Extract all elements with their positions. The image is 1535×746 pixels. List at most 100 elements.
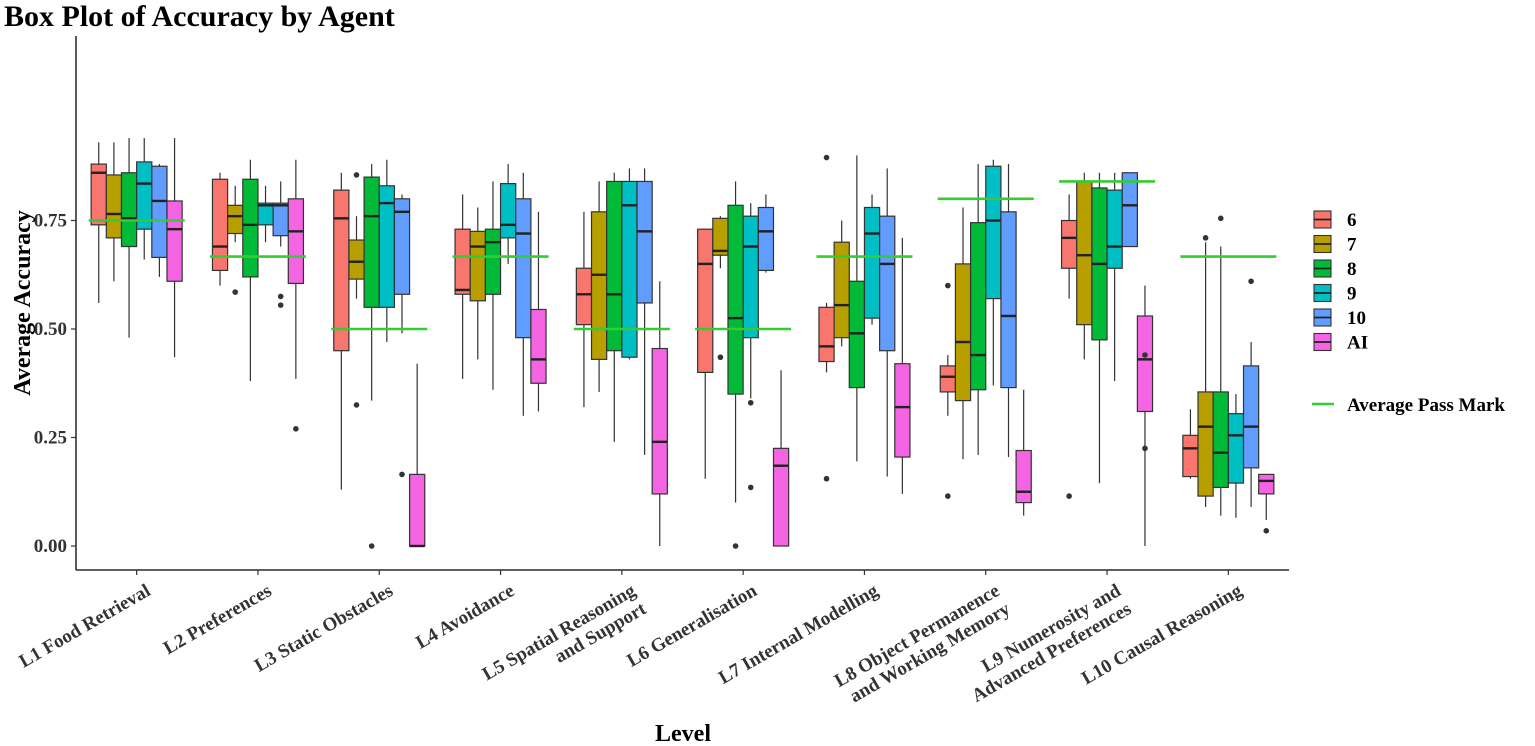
box-body <box>227 204 244 235</box>
box-body <box>1015 449 1032 504</box>
box-body <box>348 239 365 280</box>
box-AI-level-6 <box>772 370 790 547</box>
x-tick-label-line: L2 Preferences <box>160 580 275 659</box>
y-tick-label: 0.00 <box>34 536 67 557</box>
box-body <box>757 206 775 272</box>
box-10-level-10 <box>1242 278 1260 507</box>
box-8-level-9 <box>1091 172 1108 484</box>
box-body <box>484 228 502 295</box>
box-body <box>1106 189 1123 269</box>
box-6-level-7 <box>818 154 835 482</box>
box-9-level-3 <box>378 159 396 343</box>
outlier-point <box>823 154 830 161</box>
box-body <box>454 228 471 295</box>
box-body <box>894 363 911 458</box>
box-body <box>1060 219 1078 269</box>
box-body <box>621 180 638 358</box>
x-tick-label-line: L1 Food Retrieval <box>16 580 154 672</box>
x-tick-label-line: L4 Avoidance <box>412 580 518 653</box>
y-tick-label: 0.50 <box>34 319 67 340</box>
box-9-level-1 <box>136 138 153 260</box>
box-body <box>499 183 517 239</box>
outlier-point <box>1142 352 1148 358</box>
box-body <box>954 263 972 402</box>
outlier-point <box>1217 215 1224 222</box>
x-axis-title: Level <box>655 721 711 746</box>
box-7-level-8 <box>954 207 972 460</box>
box-7-level-5 <box>590 181 608 392</box>
box-AI-level-9 <box>1136 285 1154 546</box>
box-10-level-6 <box>757 194 775 273</box>
box-6-level-10 <box>1182 409 1199 479</box>
box-body <box>1258 473 1275 495</box>
legend-label-pass-mark: Average Pass Mark <box>1347 395 1505 416</box>
box-9-level-8 <box>985 159 1002 386</box>
box-10-level-3 <box>393 194 411 478</box>
outlier-point <box>732 543 739 549</box>
box-9-level-4 <box>499 164 517 264</box>
outlier-point <box>293 426 299 432</box>
box-body <box>727 204 744 395</box>
outlier-point <box>1066 493 1072 499</box>
outlier-point <box>1202 235 1209 241</box>
box-body <box>590 211 608 360</box>
box-body <box>818 306 835 363</box>
box-body <box>1136 315 1154 413</box>
legend-label-9: 9 <box>1347 284 1357 305</box>
box-AI-level-8 <box>1015 389 1032 516</box>
box-body <box>166 200 183 282</box>
y-tick-label: 0.75 <box>34 211 67 232</box>
box-AI-level-7 <box>894 237 911 494</box>
legend-label-8: 8 <box>1347 259 1357 280</box>
outlier-point <box>399 471 405 478</box>
box-8-level-10 <box>1212 215 1229 516</box>
box-body <box>697 228 714 373</box>
box-7-level-4 <box>469 207 486 360</box>
box-body <box>636 180 653 304</box>
outlier-point <box>353 172 360 178</box>
box-10-level-4 <box>515 172 532 416</box>
outlier-point <box>945 493 951 499</box>
box-6-level-5 <box>575 211 593 408</box>
box-body <box>1212 391 1229 489</box>
outlier-point <box>353 402 360 408</box>
outlier-point <box>368 543 375 549</box>
box-body <box>1182 434 1199 478</box>
box-10-level-7 <box>879 168 896 477</box>
box-6-level-3 <box>333 172 350 490</box>
box-body <box>606 180 623 352</box>
box-body <box>1000 211 1017 389</box>
box-body <box>742 215 759 339</box>
outlier-point <box>1142 445 1148 452</box>
box-8-level-5 <box>606 172 623 442</box>
box-body <box>772 447 790 547</box>
box-6-level-6 <box>697 228 714 479</box>
box-body <box>651 347 668 495</box>
box-body <box>530 308 547 384</box>
legend: 6 7 8 9 10 AI Average Pass Mark <box>1312 210 1505 416</box>
box-body <box>136 161 153 230</box>
box-9-level-6 <box>742 203 759 491</box>
legend-label-7: 7 <box>1347 235 1357 256</box>
box-9-level-7 <box>863 194 881 325</box>
box-9-level-2 <box>257 185 274 243</box>
box-6-level-2 <box>211 172 229 286</box>
box-AI-level-4 <box>530 211 547 412</box>
box-8-level-4 <box>484 181 502 390</box>
outlier-point <box>277 293 284 300</box>
y-axis-title: Average Accuracy <box>10 210 36 395</box>
box-AI-level-5 <box>651 281 668 546</box>
box-AI-level-3 <box>408 363 426 548</box>
box-body <box>969 222 987 391</box>
box-7-level-10 <box>1197 235 1214 507</box>
x-tick-label: L1 Food Retrieval <box>16 580 154 672</box>
box-8-level-6 <box>727 181 744 549</box>
box-8-level-2 <box>242 159 259 382</box>
box-AI-level-1 <box>166 138 183 358</box>
box-body <box>1121 172 1138 248</box>
box-body <box>363 176 380 308</box>
box-body <box>333 189 350 352</box>
box-body <box>151 165 168 258</box>
box-body <box>1197 391 1214 497</box>
